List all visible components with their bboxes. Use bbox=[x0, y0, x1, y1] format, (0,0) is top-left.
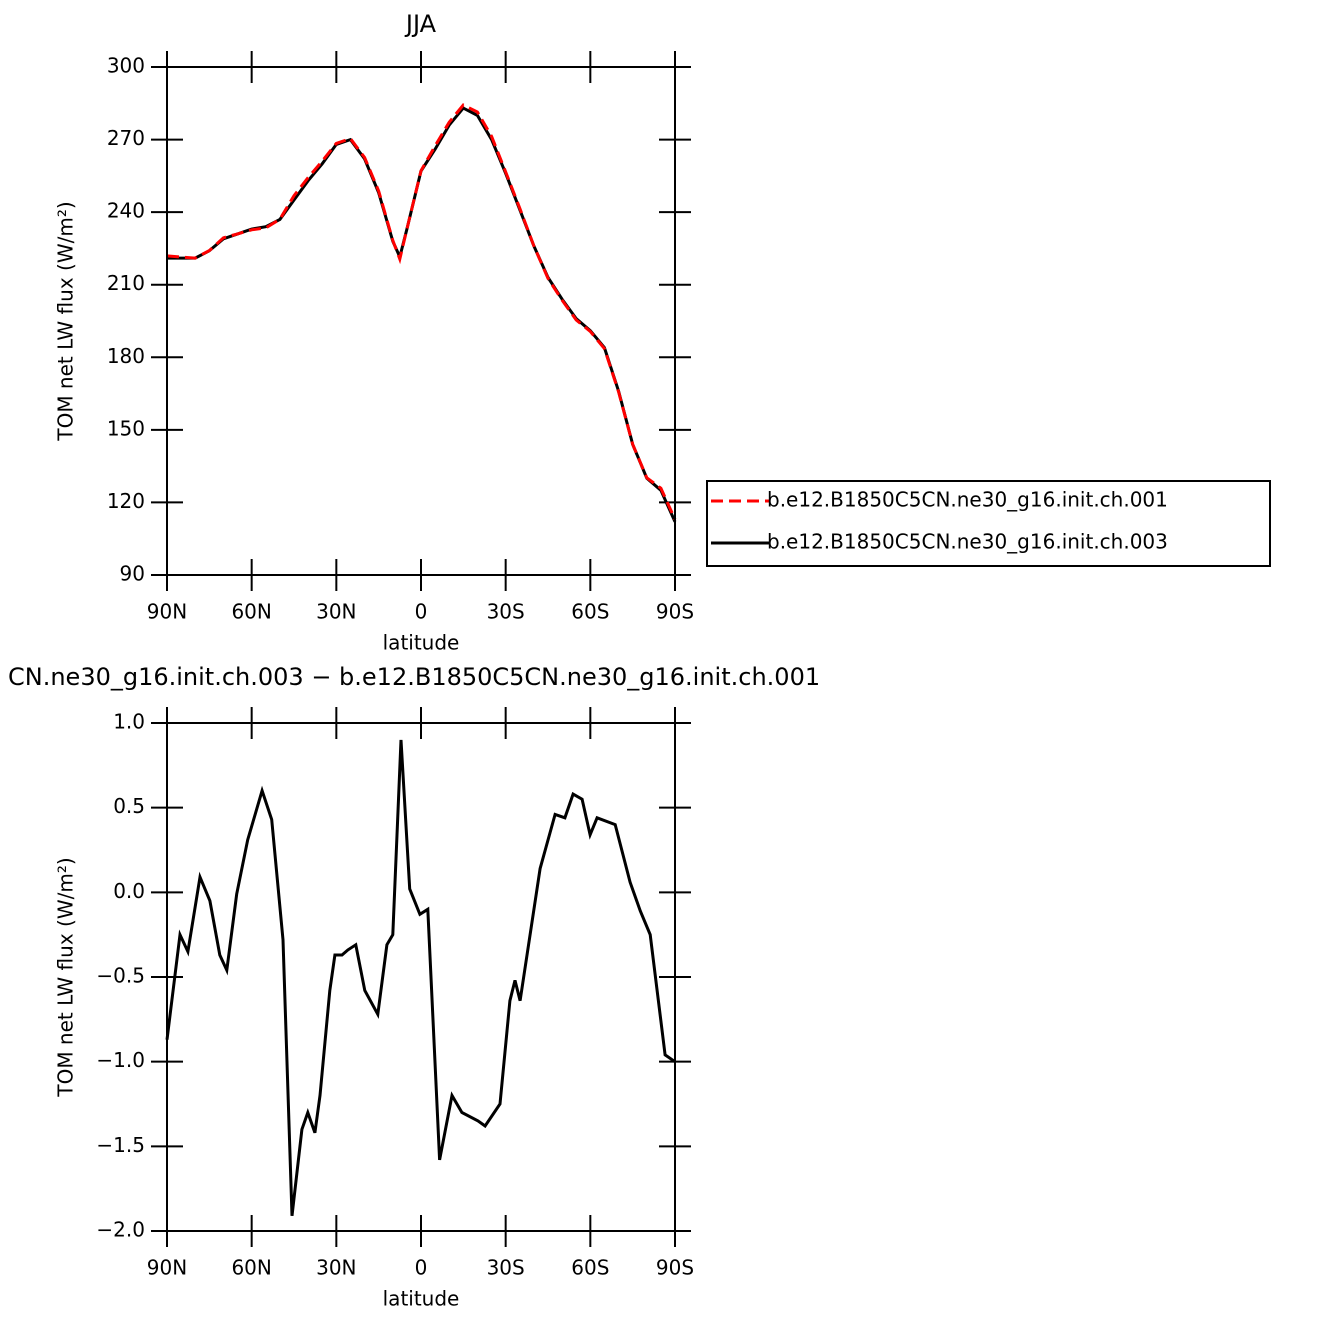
x-axis-label: latitude bbox=[383, 1287, 460, 1311]
x-tick-label: 90S bbox=[656, 600, 694, 624]
legend-label: b.e12.B1850C5CN.ne30_g16.init.ch.001 bbox=[767, 488, 1168, 512]
data-line bbox=[165, 739, 676, 1216]
plot-frame bbox=[166, 66, 676, 576]
y-tick-label: 240 bbox=[107, 199, 145, 223]
x-tick-label: 90N bbox=[147, 1256, 187, 1280]
y-tick-label: −2.0 bbox=[96, 1218, 145, 1242]
legend-box bbox=[706, 480, 1271, 567]
chart-title: CN.ne30_g16.init.ch.003 − b.e12.B1850C5C… bbox=[8, 663, 820, 691]
y-tick-label: 1.0 bbox=[113, 710, 145, 734]
y-tick-label: 150 bbox=[107, 416, 145, 440]
x-tick-label: 90N bbox=[147, 600, 187, 624]
x-tick-label: 30N bbox=[316, 1256, 356, 1280]
chart-title: JJA bbox=[404, 10, 437, 38]
y-tick-label: −0.5 bbox=[96, 964, 145, 988]
y-tick-label: 300 bbox=[107, 54, 145, 78]
x-tick-label: 30S bbox=[487, 600, 525, 624]
x-tick-label: 0 bbox=[415, 600, 428, 624]
y-tick-label: 0.0 bbox=[113, 879, 145, 903]
x-tick-label: 90S bbox=[656, 1256, 694, 1280]
y-axis-label: TOM net LW flux (W/m²) bbox=[54, 201, 78, 441]
x-tick-label: 30N bbox=[316, 600, 356, 624]
plot-frame bbox=[166, 722, 676, 1232]
y-tick-label: 90 bbox=[120, 562, 145, 586]
legend-label: b.e12.B1850C5CN.ne30_g16.init.ch.003 bbox=[767, 530, 1168, 554]
x-tick-label: 0 bbox=[415, 1256, 428, 1280]
y-axis-label: TOM net LW flux (W/m²) bbox=[54, 857, 78, 1097]
x-axis-label: latitude bbox=[383, 631, 460, 655]
y-tick-label: 210 bbox=[107, 271, 145, 295]
y-tick-label: 120 bbox=[107, 489, 145, 513]
x-tick-label: 60S bbox=[571, 1256, 609, 1280]
x-tick-label: 60S bbox=[571, 600, 609, 624]
y-tick-label: 180 bbox=[107, 344, 145, 368]
data-line bbox=[166, 103, 677, 521]
y-tick-label: −1.5 bbox=[96, 1133, 145, 1157]
x-tick-label: 30S bbox=[487, 1256, 525, 1280]
y-tick-label: 0.5 bbox=[113, 794, 145, 818]
x-tick-label: 60N bbox=[231, 600, 271, 624]
y-tick-label: 270 bbox=[107, 126, 145, 150]
y-tick-label: −1.0 bbox=[96, 1048, 145, 1072]
x-tick-label: 60N bbox=[231, 1256, 271, 1280]
